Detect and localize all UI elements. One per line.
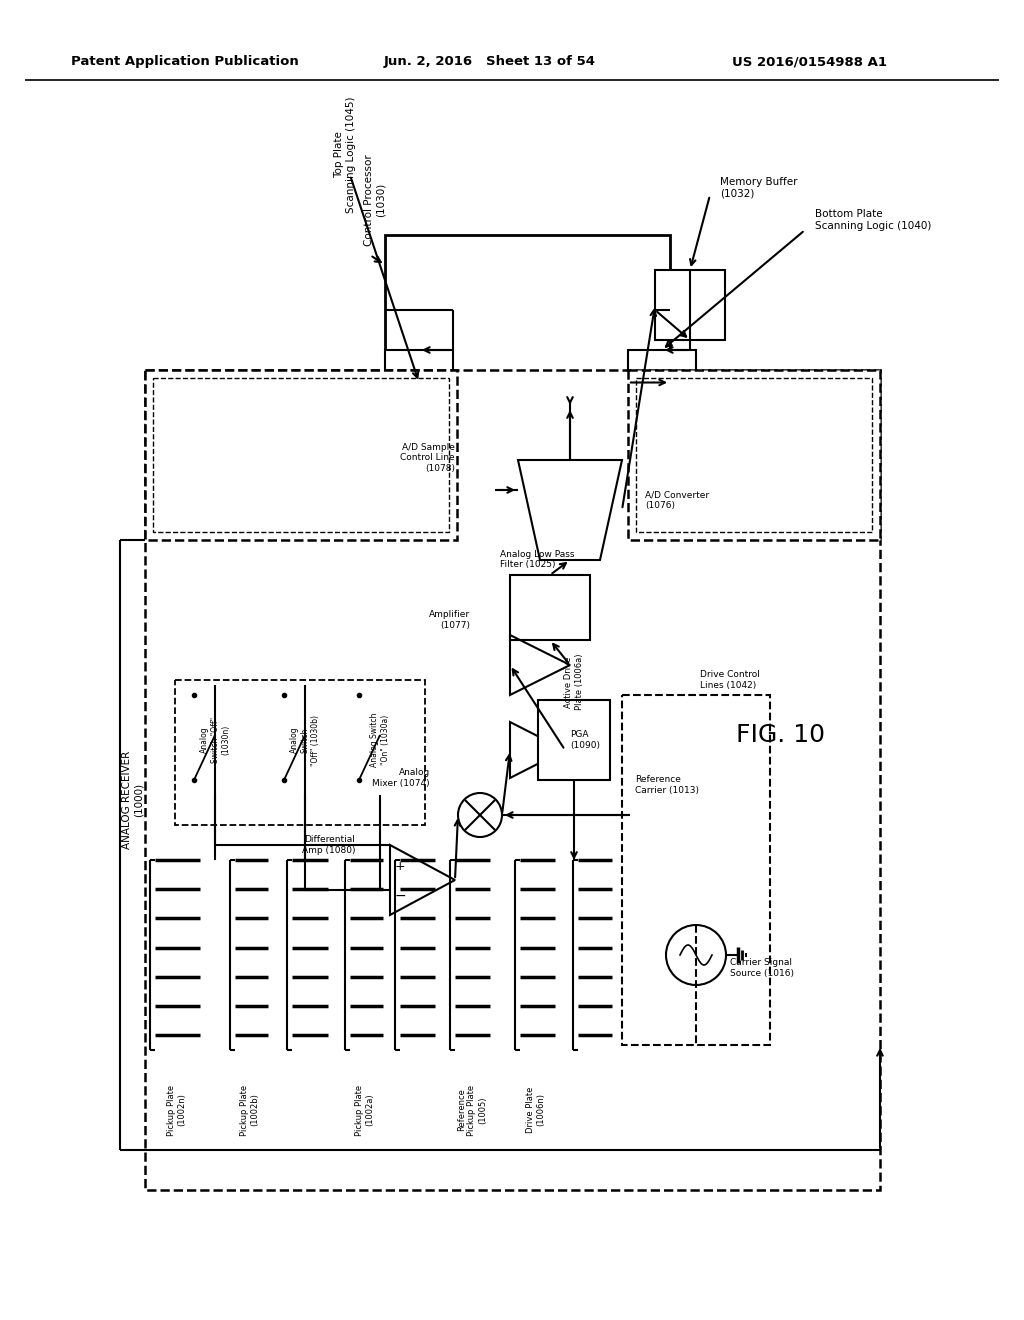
Bar bbox=[510, 576, 590, 640]
Text: ANALOG RECEIVER
(1000): ANALOG RECEIVER (1000) bbox=[122, 751, 143, 849]
Bar bbox=[145, 370, 457, 540]
Text: Analog
Mixer (1074): Analog Mixer (1074) bbox=[373, 768, 430, 788]
Text: Analog
Switch "Off"
(1030n): Analog Switch "Off" (1030n) bbox=[200, 717, 230, 763]
Text: Amplifier
(1077): Amplifier (1077) bbox=[429, 610, 470, 630]
Text: Analog Switch
"On" (1030a): Analog Switch "On" (1030a) bbox=[371, 713, 390, 767]
Text: PGA
(1090): PGA (1090) bbox=[570, 730, 600, 750]
Text: +: + bbox=[394, 859, 406, 873]
Text: Carrier Signal
Source (1016): Carrier Signal Source (1016) bbox=[730, 958, 794, 978]
Text: Pickup Plate
(1002a): Pickup Plate (1002a) bbox=[355, 1085, 375, 1135]
Bar bbox=[153, 378, 449, 532]
Bar bbox=[385, 235, 670, 400]
Bar bbox=[351, 685, 409, 795]
Text: US 2016/0154988 A1: US 2016/0154988 A1 bbox=[732, 55, 888, 69]
Text: Analog
Switch
"Off" (1030b): Analog Switch "Off" (1030b) bbox=[290, 714, 319, 766]
Text: Bottom Plate
Scanning Logic (1040): Bottom Plate Scanning Logic (1040) bbox=[815, 209, 932, 231]
Text: Reference
Pickup Plate
(1005): Reference Pickup Plate (1005) bbox=[457, 1085, 486, 1135]
Text: Jun. 2, 2016   Sheet 13 of 54: Jun. 2, 2016 Sheet 13 of 54 bbox=[384, 55, 596, 69]
Text: Analog Low Pass
Filter (1025): Analog Low Pass Filter (1025) bbox=[500, 550, 574, 569]
Text: Patent Application Publication: Patent Application Publication bbox=[71, 55, 299, 69]
Text: Active Drive
Plate (1006a): Active Drive Plate (1006a) bbox=[564, 653, 584, 710]
Text: Pickup Plate
(1002b): Pickup Plate (1002b) bbox=[241, 1085, 260, 1135]
Bar bbox=[628, 350, 696, 414]
Bar bbox=[145, 370, 880, 1191]
Bar bbox=[538, 700, 610, 780]
Text: Pickup Plate
(1002n): Pickup Plate (1002n) bbox=[167, 1085, 186, 1135]
Text: Memory Buffer
(1032): Memory Buffer (1032) bbox=[720, 177, 798, 199]
Bar bbox=[276, 685, 334, 795]
Text: −: − bbox=[394, 888, 406, 903]
Text: A/D Converter
(1076): A/D Converter (1076) bbox=[645, 490, 710, 510]
Bar bbox=[628, 370, 880, 540]
Text: FIG. 10: FIG. 10 bbox=[735, 723, 824, 747]
Text: Top Plate
Scanning Logic (1045): Top Plate Scanning Logic (1045) bbox=[334, 96, 355, 214]
Text: A/D Sample
Control Line
(1078): A/D Sample Control Line (1078) bbox=[400, 444, 455, 473]
Bar bbox=[385, 350, 453, 414]
Text: Reference
Carrier (1013): Reference Carrier (1013) bbox=[635, 775, 699, 795]
Bar bbox=[655, 271, 725, 341]
Text: Drive Control
Lines (1042): Drive Control Lines (1042) bbox=[700, 671, 760, 689]
Bar bbox=[175, 680, 425, 825]
Text: Differential
Amp (1080): Differential Amp (1080) bbox=[301, 836, 355, 855]
Bar bbox=[186, 685, 244, 795]
Text: Control Processor
(1030): Control Processor (1030) bbox=[365, 154, 386, 246]
Text: Drive Plate
(1006n): Drive Plate (1006n) bbox=[526, 1086, 546, 1133]
Bar bbox=[636, 378, 872, 532]
Bar bbox=[622, 696, 770, 1045]
